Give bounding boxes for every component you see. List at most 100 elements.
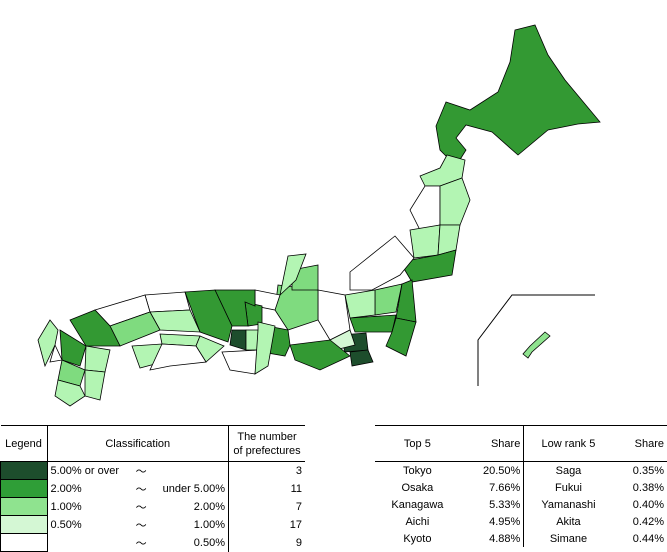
top-share: 4.95% [489,515,521,528]
chiba [385,317,417,357]
header-cell: Top 5 [375,425,460,462]
inset-frame [477,294,595,386]
hyogo [184,289,233,343]
tottori [144,291,191,313]
rank-row: Osaka 7.66% Fukui 0.38% [375,479,667,496]
top-name: Osaka [401,481,434,494]
top-name: Kyoto [403,532,432,545]
osaka [229,329,247,351]
legend-table: Legend Classification The number of pref… [0,425,305,552]
count: 3 [228,461,305,480]
top-name: Aichi [405,515,430,528]
header-cell: Share [612,425,667,462]
oita [84,345,111,373]
yamaguchi [69,309,121,347]
class-to: 0.50% [193,536,225,549]
swatch [0,497,48,516]
mie [254,321,276,375]
prefectures [37,24,601,407]
okinawa [522,331,551,359]
miyagi [437,224,461,256]
class-tilde: 〜 [135,519,147,532]
header-cell: The number of prefectures [228,425,305,462]
class-from: 5.00% or over [46,461,132,480]
count: 17 [228,515,305,534]
top-share: 5.33% [489,498,521,511]
class-to: 2.00% [193,500,225,513]
hokkaido [435,24,601,167]
fukushima [399,249,457,283]
count: 11 [228,479,305,498]
iwate [439,177,471,226]
low-name: Simane [523,530,613,547]
count: 7 [228,497,305,516]
swatch [0,479,48,498]
low-name: Yamanashi [523,496,613,513]
top-name: Tokyo [403,464,432,477]
yamagata [409,224,441,259]
swatch [0,461,48,480]
fukuoka [59,329,87,367]
class-tilde: 〜 [135,483,147,496]
low-share: 0.42% [632,515,664,528]
low-name: Akita [523,513,613,530]
class-to [151,462,229,480]
swatch [0,515,48,534]
rank-row: Kyoto 4.88% Simane 0.44% [375,530,667,547]
top-share: 20.50% [483,464,521,477]
swatch [0,533,48,552]
kagoshima [54,379,86,407]
class-to: 1.00% [193,518,225,531]
kochi [149,343,207,371]
legend-row: 〜 0.50% 9 [0,533,305,552]
header-cell: Legend [0,425,47,462]
niigata [349,235,415,291]
legend-row: 1.00% 〜 2.00% 7 [0,497,305,516]
count: 9 [228,533,305,552]
top-name: Kanagawa [391,498,444,511]
header-cell: Classification [46,425,229,462]
legend-row: 0.50% 〜 1.00% 17 [0,515,305,534]
legend-header: Legend Classification The number of pref… [0,425,305,462]
class-tilde: 〜 [135,501,147,514]
class-from: 2.00% [46,479,132,498]
wakayama [221,349,259,375]
map [37,24,601,407]
gunma [344,289,376,319]
nagasaki [37,319,59,368]
low-share: 0.40% [632,498,664,511]
low-name: Fukui [523,479,613,496]
nara [245,329,259,351]
saga [49,343,63,363]
class-tilde: 〜 [135,537,147,550]
rank-body: Tokyo 20.50% Saga 0.35% Osaka 7.66% Fukui 0.38%… [375,461,667,547]
low-share: 0.35% [632,464,664,477]
low-share: 0.38% [632,481,664,494]
kanagawa [349,349,374,367]
legend-row: 2.00% 〜 under 5.00% 11 [0,479,305,498]
top-share: 7.66% [489,481,521,494]
rank-row: Tokyo 20.50% Saga 0.35% [375,461,667,479]
class-tilde: 〜 [135,465,147,478]
legend-row: 5.00% or over 〜 3 [0,461,305,480]
class-from [46,533,132,552]
header-cell: Share [459,425,524,462]
rank-row: Aichi 4.95% Akita 0.42% [375,513,667,530]
top-share: 4.88% [489,532,521,545]
saitama [349,314,397,333]
low-name: Saga [523,461,613,479]
class-from: 0.50% [46,515,132,534]
ishikawa [279,253,307,297]
class-to: under 5.00% [162,482,225,495]
rank-header: Top 5 Share Low rank 5 Share [375,425,667,462]
legend-body: 5.00% or over 〜 3 2.00% 〜 under 5.00% 11 1.00% 〜… [0,461,305,552]
header-cell: Low rank 5 [523,425,613,462]
akita [409,185,441,231]
miyazaki [84,369,106,401]
rank-row: Kanagawa 5.33% Yamanashi 0.40% [375,496,667,513]
low-share: 0.44% [632,532,664,545]
rank-table: Top 5 Share Low rank 5 Share Tokyo 20.50%… [375,425,667,547]
inset-line [477,294,595,386]
shizuoka [289,339,351,371]
